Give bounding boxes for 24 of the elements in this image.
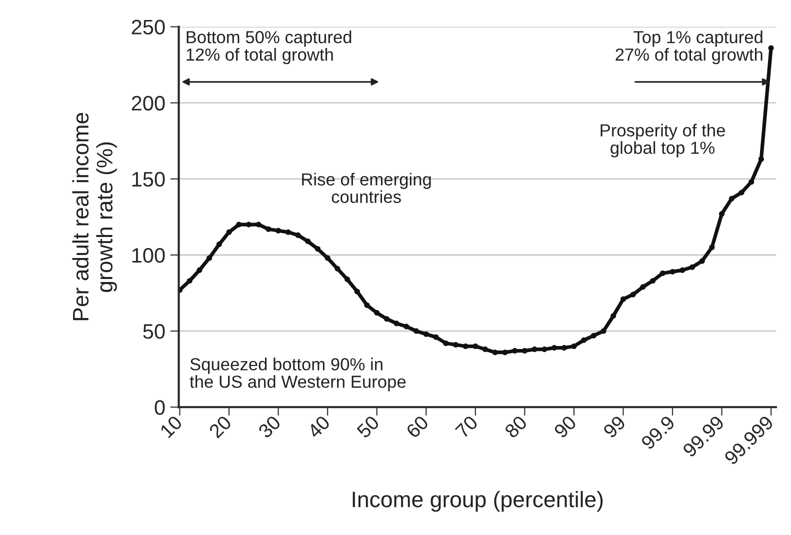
- x-tick-label: 40: [306, 414, 331, 439]
- annotation: Prosperity of the global top 1%: [600, 124, 725, 158]
- x-tick-label: 80: [504, 414, 528, 439]
- x-tick-label: 99: [602, 414, 626, 439]
- x-tick-label: 90: [553, 414, 578, 439]
- x-tick-label: 10: [159, 414, 183, 438]
- y-tick-label: 250: [132, 20, 165, 35]
- x-tick-label: 20: [208, 414, 232, 439]
- x-axis-title: Income group (percentile): [352, 491, 603, 512]
- x-tick-label: 99.9: [640, 414, 676, 450]
- y-tick-label: 200: [132, 96, 165, 111]
- annotation: Top 1% captured 27% of total growth: [616, 30, 762, 64]
- annotation: Squeezed bottom 90% in the US and Western Europe: [190, 358, 406, 392]
- x-tick-label: 50: [356, 414, 380, 439]
- y-tick-label: 0: [154, 400, 165, 415]
- y-tick-label: 50: [143, 324, 165, 339]
- y-tick-label: 100: [132, 248, 165, 263]
- y-axis-title: Per adult real income growth rate (%): [72, 112, 117, 320]
- y-tick-label: 150: [132, 172, 165, 187]
- x-tick-label: 30: [257, 414, 282, 439]
- x-tick-label: 70: [454, 414, 479, 439]
- annotation: Bottom 50% captured 12% of total growth: [186, 30, 352, 64]
- annotation: Rise of emerging countries: [302, 172, 431, 204]
- x-tick-label: 60: [405, 414, 430, 439]
